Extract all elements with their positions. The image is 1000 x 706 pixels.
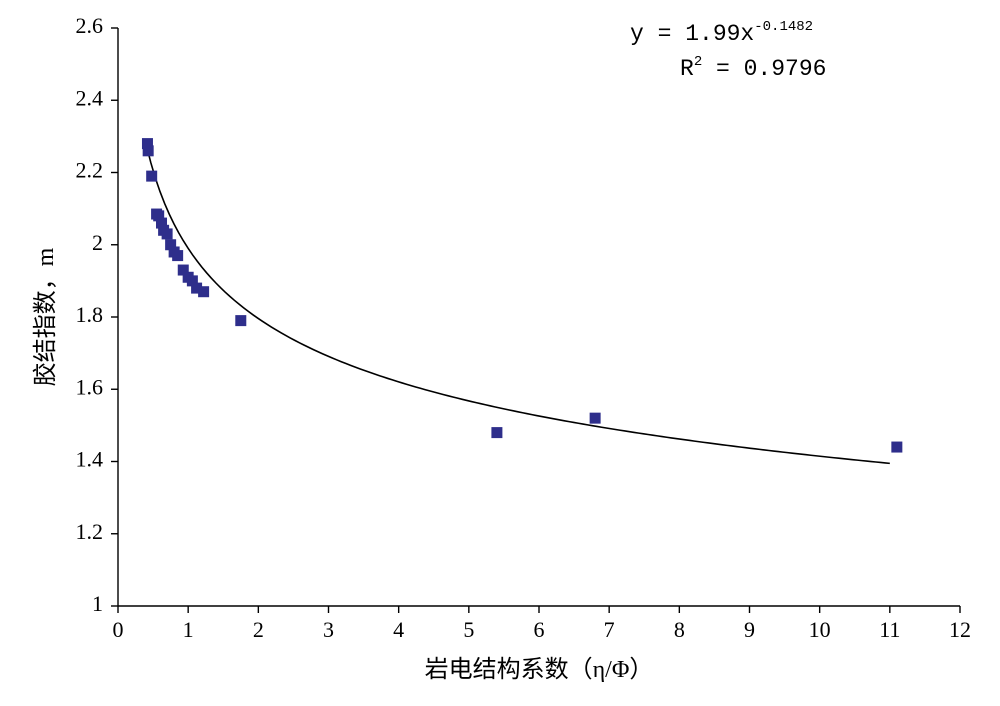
x-tick-label: 1 — [183, 617, 194, 642]
data-point — [162, 228, 173, 239]
chart-svg: 012345678910111211.21.41.61.822.22.42.6 … — [0, 0, 1000, 706]
data-point — [491, 427, 502, 438]
y-tick-label: 1.4 — [76, 447, 104, 472]
data-point — [172, 250, 183, 261]
x-tick-label: 7 — [604, 617, 615, 642]
x-tick-label: 9 — [744, 617, 755, 642]
y-axis-title: 胶结指数，m — [32, 247, 59, 386]
y-tick-label: 1.6 — [76, 374, 104, 399]
y-tick-label: 1 — [92, 591, 103, 616]
x-tick-label: 11 — [879, 617, 900, 642]
data-point — [590, 413, 601, 424]
data-point — [891, 442, 902, 453]
x-tick-label: 2 — [253, 617, 264, 642]
data-point — [143, 145, 154, 156]
plot-bg — [0, 0, 1000, 706]
x-tick-label: 10 — [809, 617, 831, 642]
x-tick-label: 6 — [534, 617, 545, 642]
x-tick-label: 3 — [323, 617, 334, 642]
x-tick-label: 5 — [463, 617, 474, 642]
x-tick-label: 8 — [674, 617, 685, 642]
y-tick-label: 1.8 — [76, 302, 104, 327]
data-point — [146, 171, 157, 182]
y-tick-label: 2 — [92, 230, 103, 255]
y-tick-label: 2.4 — [76, 85, 104, 110]
chart-container: 012345678910111211.21.41.61.822.22.42.6 … — [0, 0, 1000, 706]
y-tick-label: 2.2 — [76, 158, 104, 183]
equation-line-2: R2 = 0.9796 — [680, 54, 826, 82]
y-tick-label: 2.6 — [76, 13, 104, 38]
x-axis-title: 岩电结构系数（η/Φ） — [425, 656, 654, 683]
data-point — [198, 286, 209, 297]
x-tick-label: 12 — [949, 617, 971, 642]
data-point — [235, 315, 246, 326]
y-tick-label: 1.2 — [76, 519, 104, 544]
x-tick-label: 0 — [113, 617, 124, 642]
x-tick-label: 4 — [393, 617, 404, 642]
